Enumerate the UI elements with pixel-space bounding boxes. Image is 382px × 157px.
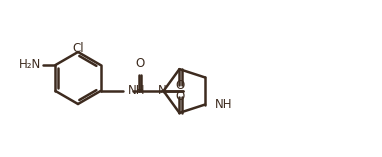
Text: O: O xyxy=(176,79,185,92)
Text: Cl: Cl xyxy=(72,42,84,55)
Text: O: O xyxy=(135,57,144,70)
Text: NH: NH xyxy=(215,98,233,111)
Text: NH: NH xyxy=(128,84,145,97)
Text: H₂N: H₂N xyxy=(19,59,42,71)
Text: N: N xyxy=(158,84,167,97)
Text: O: O xyxy=(176,90,185,103)
